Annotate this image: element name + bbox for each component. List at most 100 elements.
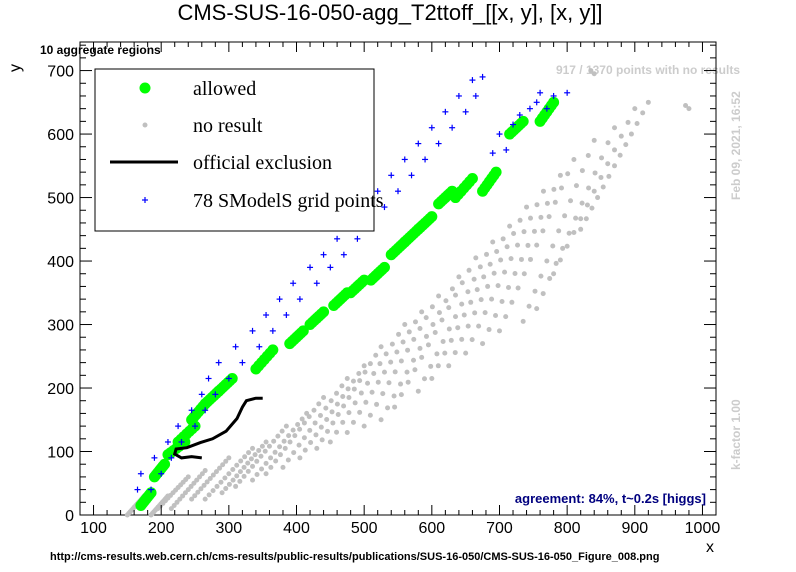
source-url: http://cms-results.web.cern.ch/cms-resul… <box>50 551 659 563</box>
no-result-point <box>520 318 526 324</box>
no-result-point <box>334 401 340 407</box>
no-result-point <box>394 349 400 355</box>
no-result-point <box>502 269 508 275</box>
smodels-grid-point <box>164 438 171 445</box>
no-result-point <box>340 419 346 425</box>
no-result-point <box>425 342 431 348</box>
no-result-point <box>365 380 371 386</box>
no-result-point <box>683 102 689 108</box>
smodels-grid-point <box>290 280 297 287</box>
no-result-point <box>292 433 298 439</box>
smodels-grid-point <box>415 140 422 147</box>
smodels-grid-point <box>225 375 232 382</box>
no-result-point <box>363 399 369 405</box>
no-result-point <box>423 333 429 339</box>
smodels-grid-point <box>269 327 276 334</box>
no-result-point <box>612 147 618 153</box>
smodels-grid-point <box>533 99 540 106</box>
no-result-point <box>245 460 251 466</box>
no-result-point <box>436 310 442 316</box>
no-result-point <box>262 448 268 454</box>
no-result-point <box>327 439 333 445</box>
legend: allowed no result official exclusion 78 SMo… <box>94 68 384 232</box>
smodels-grid-point <box>137 470 144 477</box>
no-result-point <box>334 429 340 435</box>
no-result-point <box>402 322 408 328</box>
x-axis-label: x <box>706 539 714 556</box>
no-result-point <box>449 286 455 292</box>
no-result-point <box>509 299 515 305</box>
no-result-point <box>528 215 533 221</box>
smodels-grid-point <box>455 92 462 99</box>
no-result-point <box>281 438 287 444</box>
no-result-point <box>346 410 352 416</box>
no-result-point <box>495 283 501 289</box>
no-result-point <box>553 260 559 266</box>
no-result-point <box>493 313 499 319</box>
no-result-point <box>405 347 411 353</box>
no-result-point <box>202 496 208 502</box>
no-result-point <box>606 173 612 179</box>
no-result-point <box>250 445 256 451</box>
smodels-grid-point <box>496 131 503 138</box>
no-result-point <box>504 244 510 250</box>
x-tick-label: 500 <box>351 520 378 537</box>
no-result-point <box>571 156 577 162</box>
no-result-point <box>306 414 312 420</box>
smodels-grid-point <box>428 124 435 131</box>
no-result-point <box>511 231 517 237</box>
no-result-point <box>259 466 265 472</box>
no-result-point <box>540 291 546 297</box>
smodels-grid-point <box>408 172 415 179</box>
no-result-point <box>632 106 638 112</box>
no-result-point <box>461 312 467 318</box>
no-result-point <box>406 329 412 335</box>
no-result-point <box>321 395 327 401</box>
smodels-grid-point <box>296 296 303 303</box>
no-result-point <box>234 473 240 479</box>
allowed-point <box>490 166 502 178</box>
smodels-grid-point <box>564 89 571 96</box>
no-result-point <box>487 261 493 267</box>
no-result-point <box>586 185 592 191</box>
no-result-point <box>490 239 496 245</box>
subtitle-regions: 10 aggregate regions <box>40 43 161 57</box>
no-result-point <box>534 242 540 248</box>
official-exclusion-line <box>172 396 263 460</box>
x-tick-label: 100 <box>80 520 107 537</box>
no-result-point <box>400 339 406 345</box>
no-result-point <box>474 287 480 293</box>
no-result-point <box>546 214 552 220</box>
smodels-grid-point <box>212 391 219 398</box>
smodels-grid-point <box>215 359 222 366</box>
x-tick-label: 800 <box>554 520 581 537</box>
no-result-point <box>591 137 597 143</box>
no-result-point <box>268 464 274 470</box>
no-result-point <box>496 328 502 334</box>
smodels-grid-point <box>479 73 486 80</box>
smodels-grid-point <box>462 108 469 115</box>
no-result-point <box>226 471 232 477</box>
no-result-point <box>534 306 540 312</box>
no-result-point <box>556 228 562 234</box>
no-result-point <box>540 228 546 234</box>
no-result-point <box>489 296 495 302</box>
no-result-point <box>573 215 579 221</box>
y-tick-label: 0 <box>65 508 74 525</box>
no-result-point <box>484 251 490 257</box>
no-result-point <box>419 309 425 315</box>
plot-frame <box>79 41 717 516</box>
no-result-point <box>396 331 402 337</box>
smodels-grid-point <box>401 156 408 163</box>
no-result-point <box>296 442 302 448</box>
smodels-grid-point <box>192 423 199 430</box>
no-result-point <box>430 322 436 328</box>
no-result-point <box>385 405 391 411</box>
no-result-point <box>230 466 236 472</box>
no-result-point <box>478 297 484 303</box>
no-result-point <box>417 345 423 351</box>
smodels-grid-point <box>334 235 341 242</box>
no-result-point <box>465 323 471 329</box>
no-result-point <box>422 376 427 382</box>
no-result-point <box>389 341 395 347</box>
